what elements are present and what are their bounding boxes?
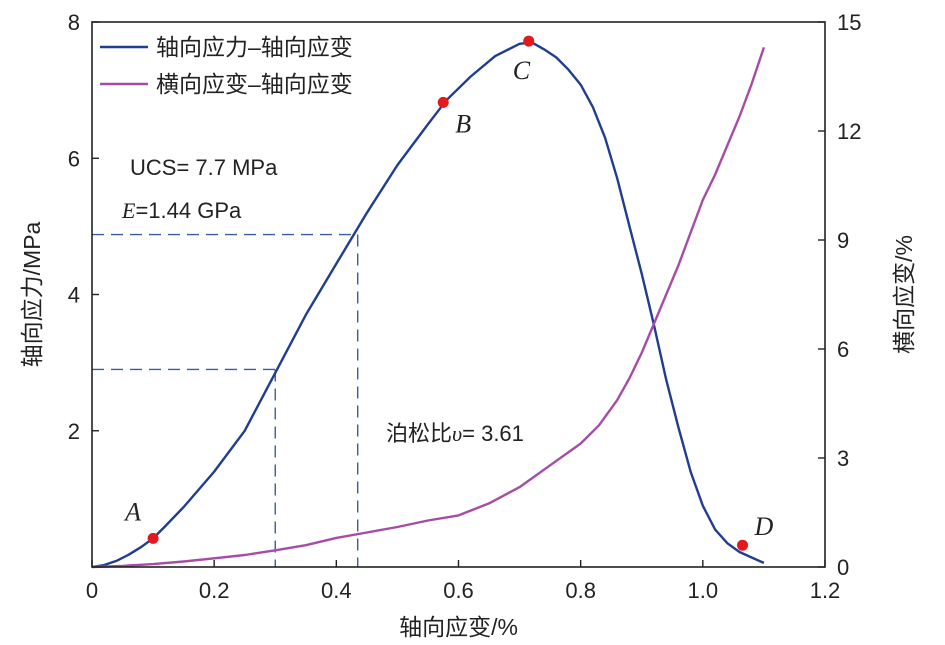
poisson-symbol: υ (452, 421, 462, 446)
point-label-c: C (513, 56, 531, 85)
x-tick-label: 0.8 (565, 578, 596, 603)
y-tick-label: 6 (68, 146, 80, 171)
x-tick-label: 1.2 (810, 578, 841, 603)
x-tick-label: 1.0 (688, 578, 719, 603)
point-d (737, 539, 749, 551)
marked-points: A B C D (123, 35, 774, 551)
series-layer (91, 41, 766, 569)
modulus-value: =1.44 GPa (135, 198, 242, 223)
y2-tick-label: 12 (837, 119, 861, 144)
legend-entry-lateral: 横向应变–轴向应变 (156, 71, 353, 97)
y2-axis-label: 横向应变/% (891, 235, 917, 354)
x-tick-label: 0.6 (443, 578, 474, 603)
modulus-annotation: E=1.44 GPa (121, 198, 242, 223)
x-tick-label: 0 (86, 578, 98, 603)
y-tick-label: 2 (68, 419, 80, 444)
legend: 轴向应力–轴向应变 横向应变–轴向应变 (100, 34, 353, 97)
y2-tick-label: 0 (837, 555, 849, 580)
poisson-prefix: 泊松比 (386, 421, 452, 446)
x-axis-label: 轴向应变/% (399, 614, 518, 640)
point-label-a: A (123, 497, 141, 526)
series-lateral-strain-line (91, 47, 766, 569)
x-tick-label: 0.4 (321, 578, 352, 603)
ticks: 0 0.2 0.4 0.6 0.8 1.0 1.2 2 4 6 8 0 3 6 9 12 15 (68, 10, 862, 603)
point-label-b: B (455, 109, 471, 138)
x-tick-label: 0.2 (199, 578, 230, 603)
poisson-annotation: 泊松比υ= 3.61 (386, 421, 524, 446)
y2-tick-label: 3 (837, 446, 849, 471)
point-c (523, 35, 535, 47)
point-a (147, 532, 159, 544)
y2-tick-label: 6 (837, 337, 849, 362)
guide-lines (92, 233, 359, 567)
y2-tick-label: 9 (837, 228, 849, 253)
legend-entry-axial: 轴向应力–轴向应变 (156, 34, 353, 60)
y-tick-label: 4 (68, 283, 80, 308)
y-tick-label: 8 (68, 10, 80, 35)
ucs-annotation: UCS= 7.7 MPa (130, 155, 278, 180)
point-b (437, 96, 449, 108)
poisson-value: = 3.61 (462, 421, 524, 446)
y2-tick-label: 15 (837, 10, 861, 35)
y-axis-label: 轴向应力/MPa (19, 221, 45, 367)
point-label-d: D (754, 512, 774, 541)
modulus-symbol: E (121, 198, 136, 223)
